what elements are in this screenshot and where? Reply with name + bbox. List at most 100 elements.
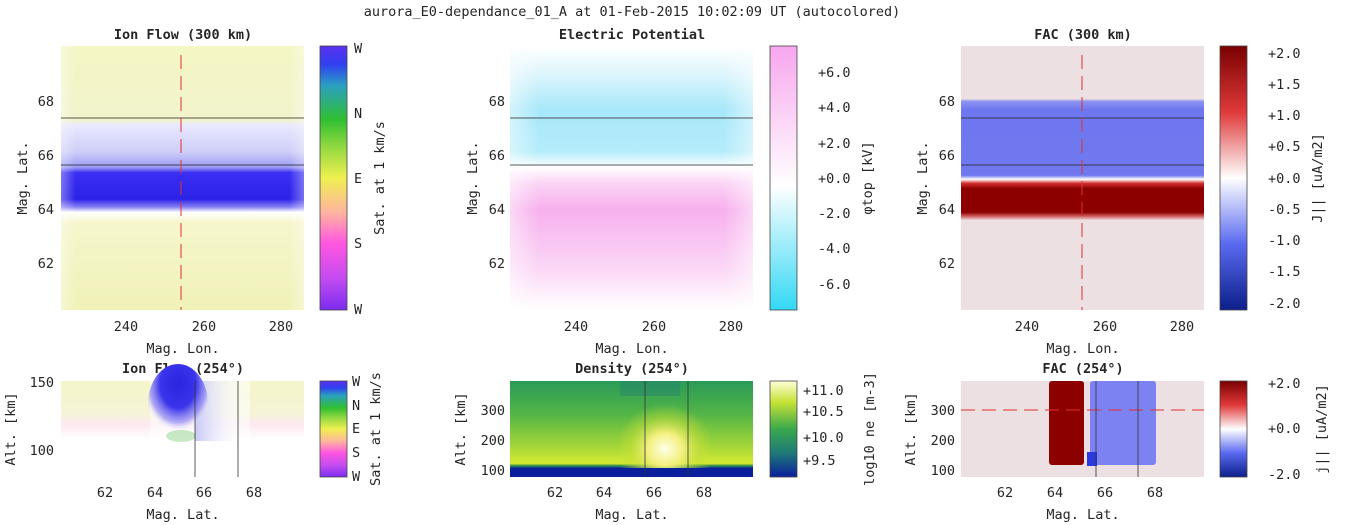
y-tick-label: 300 bbox=[931, 403, 955, 419]
colorbar-tick: W bbox=[354, 302, 363, 318]
colorbar-tick: E bbox=[352, 421, 360, 437]
colorbar-label: log10 ne [m-3] bbox=[862, 372, 878, 486]
colorbar-tick: E bbox=[354, 171, 362, 187]
colorbar bbox=[1219, 45, 1248, 311]
x-tick-label: 64 bbox=[147, 485, 163, 501]
density-dark-cap bbox=[620, 381, 680, 396]
x-tick-label: 62 bbox=[97, 485, 113, 501]
panel-title: Ion Flow (300 km) bbox=[114, 27, 252, 43]
x-tick-label: 240 bbox=[114, 319, 138, 335]
y-tick-label: 200 bbox=[931, 433, 955, 449]
y-tick-label: 200 bbox=[481, 433, 505, 449]
colorbar-tick: +9.5 bbox=[803, 453, 836, 469]
colorbar-tick: +0.5 bbox=[1268, 139, 1301, 155]
panel-title: Density (254°) bbox=[575, 361, 689, 377]
x-tick-label: 62 bbox=[997, 485, 1013, 501]
x-tick-label: 240 bbox=[564, 319, 588, 335]
x-axis-label: Mag. Lat. bbox=[146, 507, 219, 523]
panel-title: FAC (300 km) bbox=[1034, 27, 1132, 43]
panel-ion-flow-alt: Ion Flow (254°) 150 100 62 64 66 68 Mag.… bbox=[3, 361, 384, 523]
colorbar-tick: +2.0 bbox=[1268, 376, 1301, 392]
colorbar-label: J|| [uA/m2] bbox=[1310, 133, 1326, 222]
colorbar-tick: +10.0 bbox=[803, 430, 844, 446]
y-tick-label: 62 bbox=[939, 256, 955, 272]
heatmap-edge-fade bbox=[510, 46, 753, 310]
x-tick-label: 280 bbox=[719, 319, 743, 335]
density-bottom-layer bbox=[510, 468, 753, 477]
colorbar-tick: -2.0 bbox=[1268, 296, 1301, 312]
y-axis-label: Mag. Lat. bbox=[915, 141, 931, 214]
x-tick-label: 280 bbox=[1170, 319, 1194, 335]
fac-red-column bbox=[1049, 381, 1084, 465]
y-axis-label: Alt. [km] bbox=[453, 392, 469, 465]
panel-ion-flow-top: Ion Flow (300 km) 68 66 64 62 240 260 28… bbox=[15, 27, 388, 357]
panel-title: Electric Potential bbox=[559, 27, 705, 43]
colorbar-tick: +2.0 bbox=[818, 136, 851, 152]
colorbar-tick: -6.0 bbox=[818, 277, 851, 293]
y-tick-label: 64 bbox=[939, 202, 955, 218]
colorbar bbox=[769, 45, 798, 311]
colorbar-tick: N bbox=[352, 398, 360, 414]
y-tick-label: 68 bbox=[489, 94, 505, 110]
x-tick-label: 66 bbox=[196, 485, 212, 501]
colorbar-tick: +0.0 bbox=[818, 171, 851, 187]
y-tick-label: 66 bbox=[489, 148, 505, 164]
colorbar-tick: W bbox=[354, 41, 363, 57]
y-tick-label: 100 bbox=[481, 463, 505, 479]
fac-blue-column bbox=[1090, 381, 1156, 465]
colorbar bbox=[319, 45, 348, 311]
colorbar-tick: +10.5 bbox=[803, 404, 844, 420]
y-tick-label: 300 bbox=[481, 403, 505, 419]
panel-title: FAC (254°) bbox=[1042, 361, 1123, 377]
fac-blue-edge bbox=[1087, 452, 1097, 466]
colorbar-tick: +6.0 bbox=[818, 65, 851, 81]
colorbar-tick: +1.5 bbox=[1268, 77, 1301, 93]
x-tick-label: 280 bbox=[269, 319, 293, 335]
density-enhancement bbox=[620, 390, 710, 472]
colorbar-tick: +1.0 bbox=[1268, 108, 1301, 124]
colorbar-tick: S bbox=[354, 236, 362, 252]
colorbar-tick: -4.0 bbox=[818, 241, 851, 257]
y-tick-label: 66 bbox=[939, 148, 955, 164]
colorbar-tick: +0.0 bbox=[1268, 421, 1301, 437]
y-tick-label: 100 bbox=[931, 463, 955, 479]
ion-flow-blob bbox=[148, 364, 208, 444]
heatmap-edge-fade bbox=[61, 46, 304, 310]
colorbar-tick: -2.0 bbox=[818, 206, 851, 222]
figure-title: aurora_E0-dependance_01_A at 01-Feb-2015… bbox=[364, 4, 900, 20]
panel-fac-alt: FAC (254°) 300 200 100 62 64 66 68 Mag. … bbox=[903, 361, 1330, 523]
y-tick-label: 66 bbox=[38, 148, 54, 164]
x-tick-label: 64 bbox=[1047, 485, 1063, 501]
colorbar-label: j|| [uA/m2] bbox=[1314, 384, 1330, 473]
y-axis-label: Alt. [km] bbox=[3, 392, 19, 465]
x-tick-label: 66 bbox=[646, 485, 662, 501]
x-tick-label: 64 bbox=[596, 485, 612, 501]
x-tick-label: 260 bbox=[1093, 319, 1117, 335]
y-tick-label: 62 bbox=[489, 256, 505, 272]
x-axis-label: Mag. Lat. bbox=[595, 507, 668, 523]
colorbar-tick: +0.0 bbox=[1268, 171, 1301, 187]
colorbar-label: φtop [kV] bbox=[860, 141, 876, 214]
ion-flow-green-rim bbox=[166, 430, 196, 442]
colorbar bbox=[769, 380, 798, 478]
x-tick-label: 62 bbox=[547, 485, 563, 501]
colorbar-label: Sat. at 1 km/s bbox=[372, 121, 388, 235]
x-axis-label: Mag. Lon. bbox=[146, 341, 219, 357]
x-axis-label: Mag. Lat. bbox=[1046, 507, 1119, 523]
x-axis-label: Mag. Lon. bbox=[595, 341, 668, 357]
colorbar-tick: +11.0 bbox=[803, 383, 844, 399]
y-axis-label: Mag. Lat. bbox=[15, 141, 31, 214]
colorbar bbox=[1219, 380, 1248, 478]
colorbar-tick: +4.0 bbox=[818, 100, 851, 116]
y-tick-label: 64 bbox=[38, 202, 54, 218]
y-tick-label: 62 bbox=[38, 256, 54, 272]
y-tick-label: 150 bbox=[30, 375, 54, 391]
panel-fac-top: FAC (300 km) 68 66 64 62 240 260 280 Mag… bbox=[915, 27, 1326, 357]
y-axis-label: Alt. [km] bbox=[903, 392, 919, 465]
x-tick-label: 68 bbox=[1147, 485, 1163, 501]
colorbar-tick: -0.5 bbox=[1268, 202, 1301, 218]
colorbar-tick: S bbox=[352, 445, 360, 461]
colorbar-tick: N bbox=[354, 106, 362, 122]
y-tick-label: 68 bbox=[939, 94, 955, 110]
